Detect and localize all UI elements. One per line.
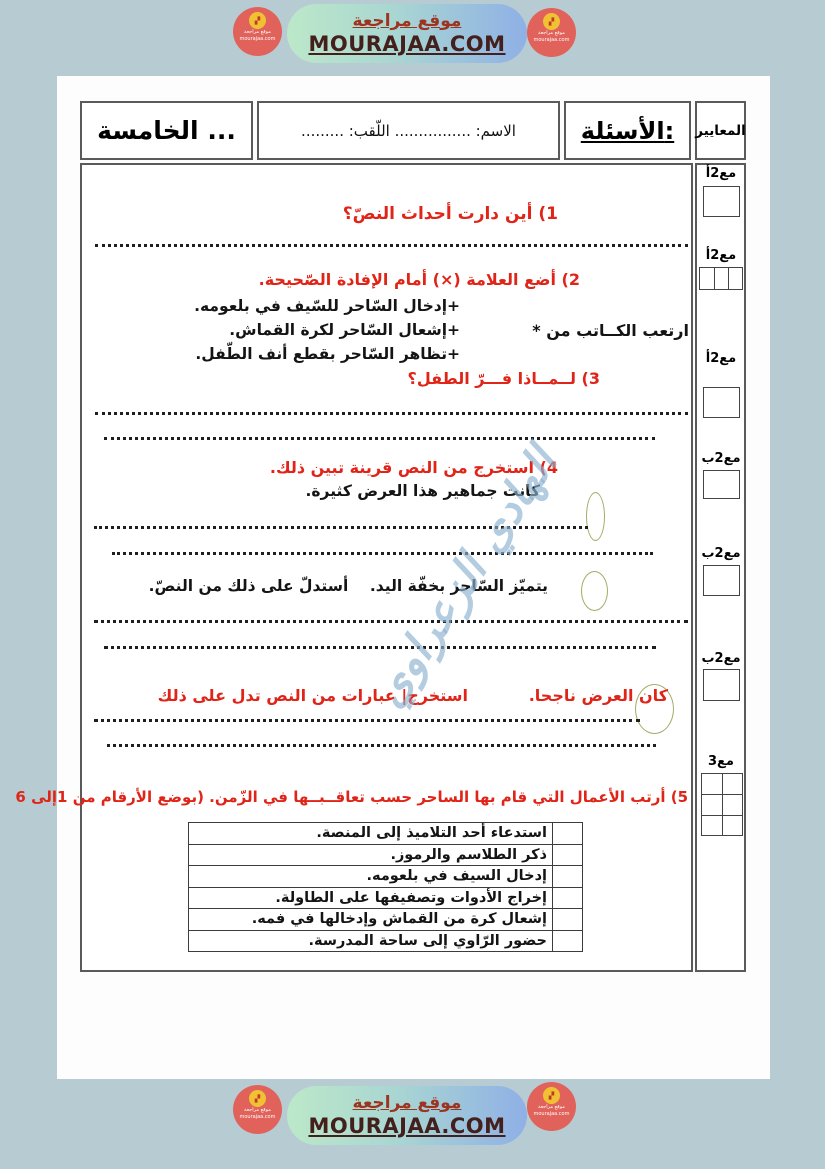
badge-text: موقع مراجعة <box>538 30 565 36</box>
badge-url: mourajaa.com <box>239 36 276 42</box>
badge-url: mourajaa.com <box>533 37 570 43</box>
mourajaa-badge-icon: ▞ موقع مراجعة mourajaa.com <box>233 7 282 56</box>
book-icon: ▞ <box>543 1087 560 1104</box>
student-name-field: الاسم: ................ اللّقب: ........… <box>257 101 560 160</box>
answer-line <box>94 516 588 529</box>
site-name-arabic: موقع مراجعة <box>352 1092 462 1113</box>
class-level-cell: الخامسة ... <box>80 101 253 160</box>
criterion-label: مع2أ <box>705 248 737 263</box>
badge-url: mourajaa.com <box>239 1114 276 1120</box>
answer-line <box>107 734 656 747</box>
question-2: 2) أضع العلامة (×) أمام الإفادة الصّحيحة… <box>258 270 580 289</box>
site-banner: موقع مراجعة MOURAJAA.COM <box>287 1086 527 1145</box>
question-4-statement: كانت جماهير هذا العرض كثيرة. <box>305 482 540 500</box>
criterion-label: مع2ب <box>701 546 741 561</box>
answer-line <box>95 234 688 247</box>
question-2-option: +إدخال السّاحر للسّيف في بلعومه. <box>194 297 460 315</box>
score-box <box>699 267 743 290</box>
criterion-label: مع3 <box>708 754 734 769</box>
order-number-cell <box>552 886 583 909</box>
criteria-header: المعايير <box>695 101 746 160</box>
table-row: إخراج الأدوات وتصفيفها على الطاولة. <box>188 886 583 909</box>
score-box <box>703 186 740 217</box>
question-5: 5) أرتب الأعمال التي قام بها الساحر حسب … <box>15 788 688 806</box>
question-2-option: +إشعال السّاحر لكرة القماش. <box>229 321 460 339</box>
score-box <box>703 565 740 596</box>
criterion-label: مع2ب <box>701 451 741 466</box>
badge-text: موقع مراجعة <box>244 29 271 35</box>
correction-circle <box>635 684 674 734</box>
site-name-arabic: موقع مراجعة <box>352 10 462 31</box>
table-item: إشعال كرة من القماش وإدخالها في فمه. <box>188 908 553 931</box>
criterion-label: مع2أ <box>705 166 737 181</box>
question-4c-statement: كان العرض ناجحا. <box>528 686 668 705</box>
table-row: إدخال السيف في بلعومه. <box>188 865 583 888</box>
table-row: ذكر الطلاسم والرموز. <box>188 843 583 866</box>
answer-line <box>94 610 688 623</box>
question-4b: يتميّز السّاحر بخفّة اليد. أستدلّ على ذل… <box>148 577 548 595</box>
badge-text: موقع مراجعة <box>244 1107 271 1113</box>
site-url-link[interactable]: MOURAJAA.COM <box>308 1114 506 1139</box>
ordering-table: استدعاء أحد التلاميذ إلى المنصة. ذكر الط… <box>188 822 583 952</box>
score-box <box>703 387 740 418</box>
order-number-cell <box>552 843 583 866</box>
site-banner: موقع مراجعة MOURAJAA.COM <box>287 4 527 63</box>
answer-line <box>112 542 653 555</box>
book-icon: ▞ <box>249 1090 266 1107</box>
question-4: 4) استخرج من النص قرينة تبين ذلك. <box>269 458 558 477</box>
table-row: استدعاء أحد التلاميذ إلى المنصة. <box>188 822 583 845</box>
question-1: 1) أين دارت أحداث النصّ؟ <box>342 204 558 224</box>
question-2-option: +تظاهر السّاحر بقطع أنف الطّفل. <box>195 345 460 363</box>
question-4c-instruction: استخرج| عبارات من النص تدل على ذلك <box>157 686 468 705</box>
badge-text: موقع مراجعة <box>538 1104 565 1110</box>
correction-oval <box>581 571 608 611</box>
site-url-link[interactable]: MOURAJAA.COM <box>308 32 506 57</box>
order-number-cell <box>552 908 583 931</box>
table-item: إخراج الأدوات وتصفيفها على الطاولة. <box>188 886 553 909</box>
table-item: ذكر الطلاسم والرموز. <box>188 843 553 866</box>
questions-header: الأسئلة: <box>564 101 691 160</box>
score-box <box>703 470 740 499</box>
mourajaa-badge-icon: ▞ موقع مراجعة mourajaa.com <box>233 1085 282 1134</box>
criterion-label: مع2أ <box>705 351 737 366</box>
criterion-label: مع2ب <box>701 651 741 666</box>
badge-url: mourajaa.com <box>533 1111 570 1117</box>
mourajaa-badge-icon: ▞ موقع مراجعة mourajaa.com <box>527 8 576 57</box>
answer-line <box>95 402 688 415</box>
book-icon: ▞ <box>249 12 266 29</box>
answer-line <box>94 709 640 722</box>
table-item: استدعاء أحد التلاميذ إلى المنصة. <box>188 822 553 845</box>
question-2-stem: ارتعب الكــاتب من * <box>532 321 689 340</box>
mourajaa-badge-icon: ▞ موقع مراجعة mourajaa.com <box>527 1082 576 1131</box>
answer-line <box>104 427 655 440</box>
order-number-cell <box>552 929 583 952</box>
table-row: إشعال كرة من القماش وإدخالها في فمه. <box>188 908 583 931</box>
order-number-cell <box>552 865 583 888</box>
score-box <box>703 669 740 701</box>
correction-oval <box>586 492 605 541</box>
score-box <box>701 773 743 836</box>
answer-line <box>104 636 656 649</box>
order-number-cell <box>552 822 583 845</box>
table-item: حضور الرّاوي إلى ساحة المدرسة. <box>188 929 553 952</box>
question-3: 3) لــمــاذا فـــرّ الطفل؟ <box>407 369 600 388</box>
book-icon: ▞ <box>543 13 560 30</box>
table-row: حضور الرّاوي إلى ساحة المدرسة. <box>188 929 583 952</box>
table-item: إدخال السيف في بلعومه. <box>188 865 553 888</box>
